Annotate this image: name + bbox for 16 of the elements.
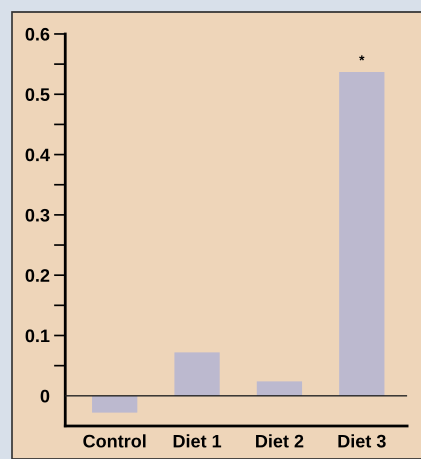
bar (339, 72, 384, 396)
y-tick-label: 0.3 (26, 208, 50, 222)
x-tick-label: Diet 1 (174, 434, 222, 448)
x-tick-label: Control (83, 434, 146, 448)
y-tick-label: 0.6 (26, 28, 50, 41)
x-tick-label: Diet 3 (338, 434, 386, 448)
y-tick-label: 0.5 (26, 88, 50, 101)
annotation: * (359, 55, 364, 61)
bar (256, 381, 302, 396)
y-tick-label: 0 (40, 390, 50, 403)
bar (174, 352, 220, 396)
y-tick-label: 0.1 (26, 329, 50, 342)
y-tick-label: 0.2 (26, 269, 50, 282)
x-tick-label: Diet 2 (256, 434, 304, 448)
y-tick-label: 0.4 (26, 148, 50, 162)
bar (92, 396, 138, 413)
